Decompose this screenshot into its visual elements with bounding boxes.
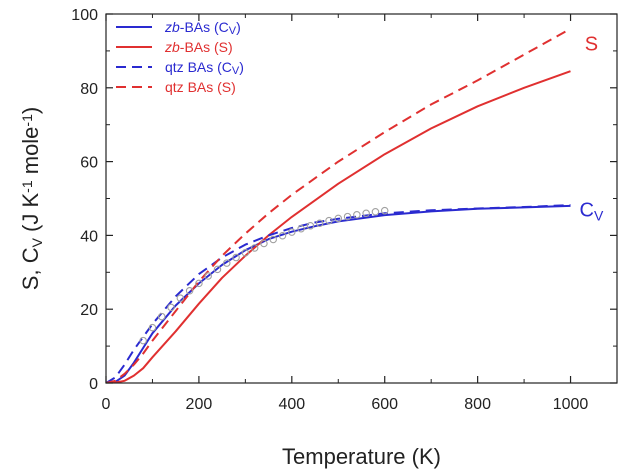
data-point-marker: [139, 336, 147, 345]
data-point-marker: [353, 210, 361, 219]
x-tick-label: 200: [186, 396, 213, 413]
series-line: [106, 70, 571, 383]
data-point-marker: [204, 272, 212, 280]
data-point-marker: [297, 225, 305, 233]
curve-annotation: CV: [580, 200, 604, 224]
data-point-marker: [288, 228, 296, 236]
data-point-marker: [260, 239, 268, 248]
series-line: [106, 204, 571, 383]
y-axis-title-part: ): [18, 107, 43, 114]
data-point-marker: [250, 244, 259, 252]
data-point-marker: [157, 312, 166, 321]
data-point-marker: [371, 208, 380, 216]
legend-label: zb-BAs (CV): [164, 19, 241, 37]
data-point-marker: [362, 209, 370, 218]
legend-label: qtz BAs (CV): [165, 59, 244, 77]
data-point-marker: [334, 214, 343, 223]
data-point-marker: [232, 253, 240, 262]
x-tick-label: 1000: [553, 396, 589, 413]
x-axis-title: Temperature (K): [282, 444, 441, 469]
y-axis-title-part: V: [29, 237, 45, 247]
legend-label: zb-BAs (S): [164, 39, 233, 55]
data-point-marker: [325, 216, 333, 225]
y-axis-title: S, CV (J K-1 mole-1): [18, 107, 45, 290]
data-point-marker: [241, 248, 250, 257]
x-tick-label: 800: [464, 396, 491, 413]
y-tick-label: 40: [80, 228, 98, 245]
series-layer: [106, 27, 571, 383]
data-point-marker: [185, 286, 194, 295]
y-axis-title-part: -1: [19, 180, 35, 193]
x-tick-label: 600: [371, 396, 398, 413]
y-axis-title-part: -1: [19, 114, 35, 127]
y-axis-title-part: mole: [18, 127, 43, 181]
x-tick-label: 0: [102, 396, 111, 413]
annotations: S CV: [580, 34, 604, 224]
data-point-marker: [306, 222, 315, 230]
legend: zb-BAs (CV) zb-BAs (S) qtz BAs (CV) qtz BAs…: [116, 19, 244, 95]
y-axis-title-part: (J K: [18, 193, 43, 239]
data-point-marker: [278, 232, 287, 240]
y-axis-title-part: S, C: [18, 247, 43, 290]
y-tick-label: 20: [80, 302, 98, 319]
data-point-marker: [269, 235, 277, 244]
data-point-marker: [167, 303, 175, 312]
y-tick-label: 60: [80, 155, 98, 172]
data-point-marker: [380, 206, 389, 215]
curve-annotation: S: [585, 34, 598, 56]
y-tick-label: 100: [71, 7, 98, 24]
data-point-marker: [195, 279, 203, 288]
series-line: [106, 204, 571, 383]
data-point-marker: [223, 259, 231, 267]
data-point-marker: [176, 294, 185, 302]
data-point-marker: [148, 323, 157, 332]
y-tick-label: 80: [80, 81, 98, 98]
data-point-marker: [343, 212, 352, 221]
x-tick-label: 400: [278, 396, 305, 413]
y-tick-label: 0: [89, 376, 98, 393]
data-point-marker: [315, 219, 324, 227]
data-point-marker: [213, 265, 222, 274]
legend-label: qtz BAs (S): [165, 79, 236, 95]
axis-ticks: 0 200 400 600 800 1000 0 20 40 60 80 100: [71, 7, 617, 413]
series-line: [106, 27, 571, 383]
